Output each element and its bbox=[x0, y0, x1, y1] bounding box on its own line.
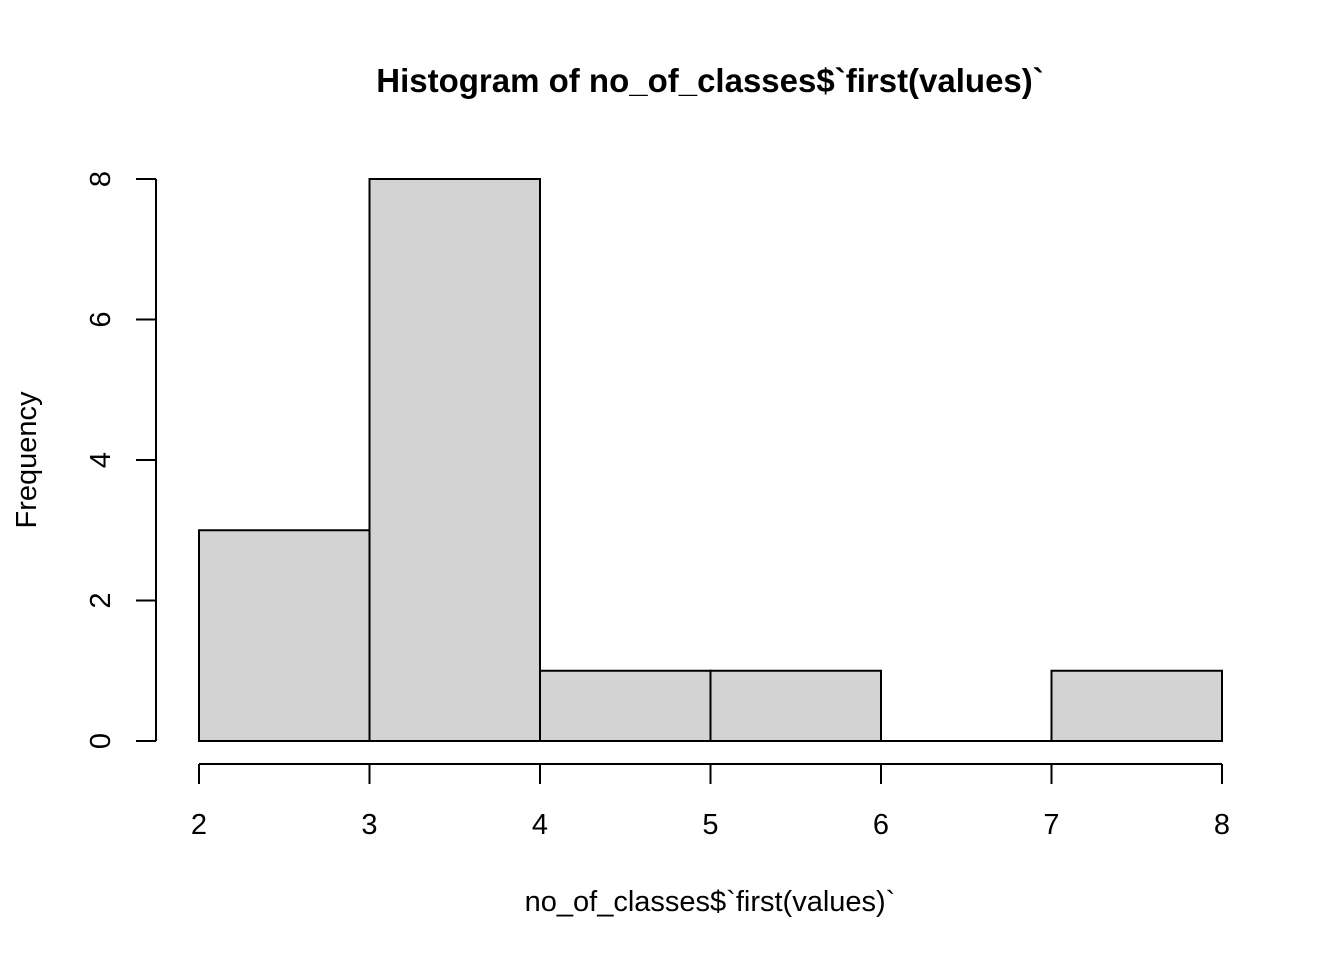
y-tick-label-2: 4 bbox=[85, 452, 117, 468]
y-tick-label-3: 6 bbox=[85, 311, 117, 327]
histogram-bar-0 bbox=[198, 529, 371, 742]
histogram-bar-3 bbox=[709, 669, 882, 742]
x-axis: 2 3 4 5 6 7 8 bbox=[191, 763, 1230, 841]
x-tick-label-1: 3 bbox=[361, 809, 377, 841]
x-axis-label: no_of_classes$`first(values)` bbox=[525, 886, 896, 918]
x-tick-label-2: 4 bbox=[532, 809, 548, 841]
x-tick-label-6: 8 bbox=[1214, 809, 1230, 841]
x-tick-label-0: 2 bbox=[191, 809, 207, 841]
x-tick-label-4: 6 bbox=[873, 809, 889, 841]
y-axis: 0 2 4 6 8 bbox=[85, 171, 157, 749]
y-tick-label-4: 8 bbox=[85, 171, 117, 187]
x-tick-label-3: 5 bbox=[702, 809, 718, 841]
x-tick-label-5: 7 bbox=[1043, 809, 1059, 841]
y-axis-label: Frequency bbox=[11, 391, 43, 529]
histogram-bar-5 bbox=[1050, 669, 1223, 742]
histogram-bar-2 bbox=[539, 669, 712, 742]
y-tick-label-1: 2 bbox=[85, 592, 117, 608]
y-tick-label-0: 0 bbox=[85, 733, 117, 749]
bars-group bbox=[198, 178, 1223, 742]
histogram-bar-1 bbox=[368, 178, 541, 742]
chart-title: Histogram of no_of_classes$`first(values… bbox=[376, 62, 1044, 99]
